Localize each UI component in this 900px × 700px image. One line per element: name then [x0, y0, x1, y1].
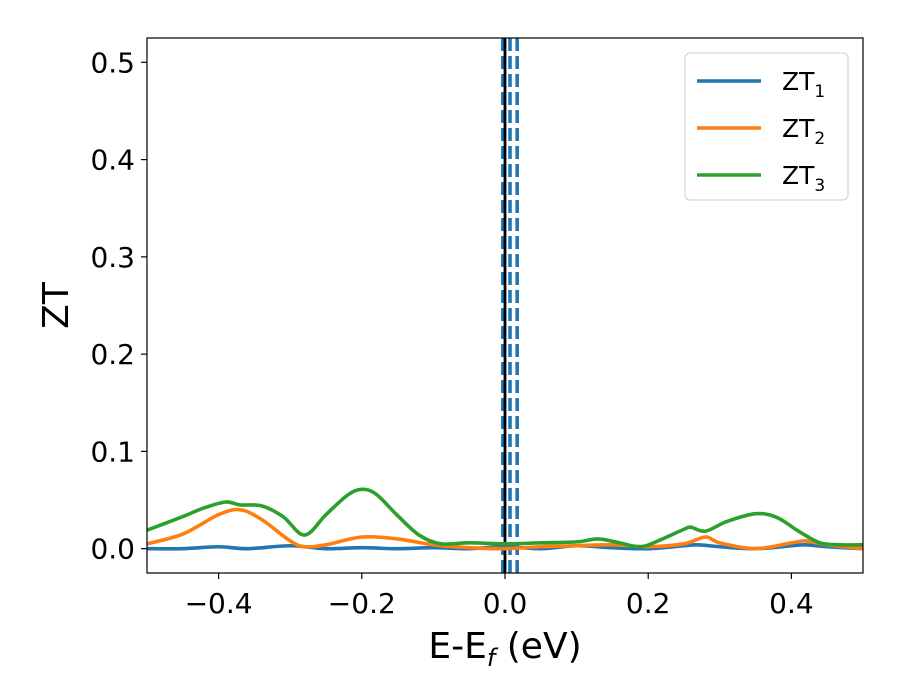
- x-tick-label: −0.2: [328, 587, 396, 620]
- y-tick-label: 0.3: [90, 241, 135, 274]
- vertical-reference-lines: [501, 38, 519, 573]
- x-axis-label-unit: (eV): [495, 626, 581, 667]
- legend-label-2: ZT2: [782, 114, 825, 149]
- y-axis-ticks: 0.0 0.1 0.2 0.3 0.4 0.5: [90, 46, 147, 566]
- y-axis-label: ZT: [36, 281, 77, 329]
- x-tick-label: −0.4: [185, 587, 253, 620]
- x-axis-label: E-Ef (eV): [428, 626, 581, 672]
- x-axis-ticks: −0.4 −0.2 0.0 0.2 0.4: [185, 573, 814, 620]
- y-tick-label: 0.4: [90, 144, 135, 177]
- legend-label-1: ZT1: [782, 67, 825, 102]
- x-tick-label: 0.4: [769, 587, 814, 620]
- x-axis-label-main: E-E: [428, 626, 486, 667]
- legend: ZT1 ZT2 ZT3: [684, 52, 849, 201]
- legend-box: [684, 52, 849, 201]
- x-tick-label: 0.2: [626, 587, 671, 620]
- y-tick-label: 0.1: [90, 435, 135, 468]
- series-line-2: [147, 507, 863, 551]
- legend-label-3: ZT3: [782, 161, 825, 196]
- y-tick-label: 0.0: [90, 533, 135, 566]
- series-line-3: [147, 487, 863, 549]
- y-tick-label: 0.2: [90, 338, 135, 371]
- y-tick-label: 0.5: [90, 46, 135, 79]
- series-lines: [147, 487, 863, 551]
- x-tick-label: 0.0: [483, 587, 528, 620]
